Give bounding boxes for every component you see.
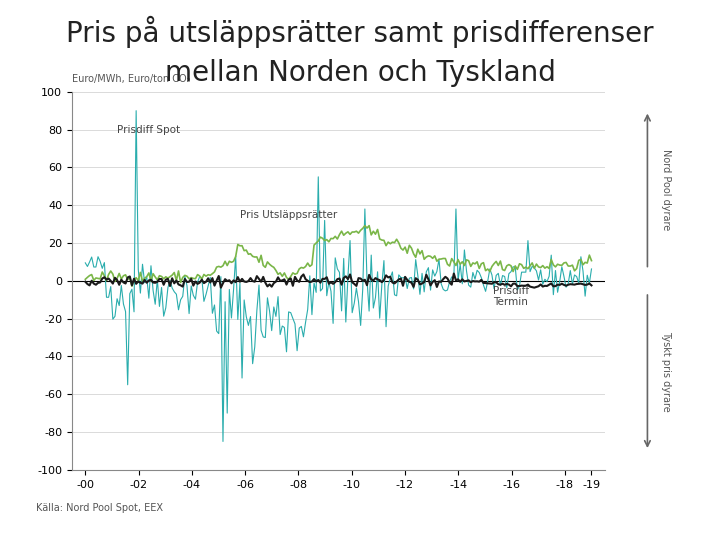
Text: Källa: Nord Pool Spot, EEX: Källa: Nord Pool Spot, EEX	[36, 503, 163, 513]
Text: Nord Pool dyrare: Nord Pool dyrare	[661, 150, 671, 231]
Text: Tyskt pris dyrare: Tyskt pris dyrare	[661, 331, 671, 412]
Text: mellan Norden och Tyskland: mellan Norden och Tyskland	[165, 59, 555, 87]
Text: Prisdiff Spot: Prisdiff Spot	[117, 125, 181, 136]
Text: Prisdiff
Termin: Prisdiff Termin	[493, 286, 529, 307]
Text: Euro/MWh, Euro/ton CO₂: Euro/MWh, Euro/ton CO₂	[72, 74, 191, 84]
Text: Pris på utsläppsrätter samt prisdifferenser: Pris på utsläppsrätter samt prisdifferen…	[66, 16, 654, 49]
Text: Pris Utsläppsrätter: Pris Utsläppsrätter	[240, 211, 337, 220]
